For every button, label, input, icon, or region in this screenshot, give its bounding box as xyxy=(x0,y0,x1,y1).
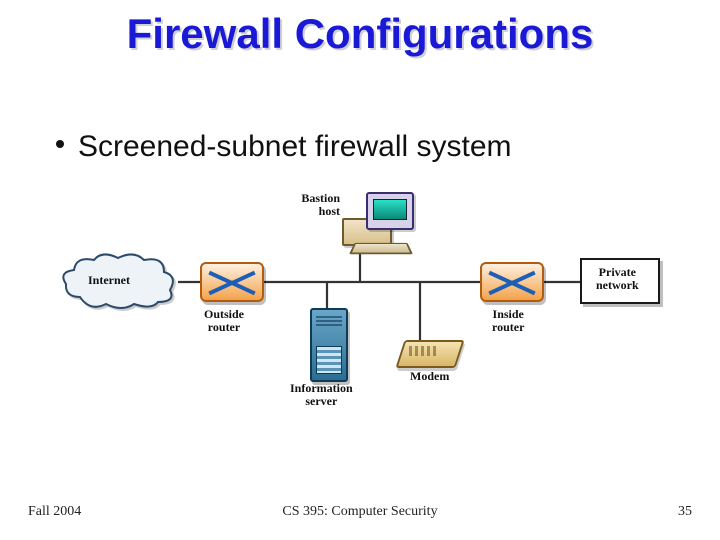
footer-center: CS 395: Computer Security xyxy=(0,504,720,520)
modem-icon xyxy=(395,340,464,368)
internet-label: Internet xyxy=(88,274,130,287)
slide-title: Firewall Configurations xyxy=(0,10,720,58)
info-server-label: Information server xyxy=(290,382,353,408)
slide: Firewall Configurations Screened-subnet … xyxy=(0,0,720,540)
inside-router-icon xyxy=(480,262,544,302)
modem-label: Modem xyxy=(410,370,449,383)
network-diagram: Internet Outside router Bastion host Inf… xyxy=(60,190,660,420)
outside-router-icon xyxy=(200,262,264,302)
bullet-item: Screened-subnet firewall system xyxy=(56,130,512,164)
bastion-monitor-icon xyxy=(366,192,414,230)
outside-router-label: Outside router xyxy=(204,308,244,334)
bullet-text: Screened-subnet firewall system xyxy=(78,130,512,163)
info-server-icon xyxy=(310,308,348,382)
bullet-dot-icon xyxy=(56,140,64,148)
footer-page-number: 35 xyxy=(678,504,692,520)
bastion-keyboard-icon xyxy=(349,243,413,254)
bastion-label: Bastion host xyxy=(300,192,340,218)
inside-router-label: Inside router xyxy=(492,308,524,334)
private-network-label: Private network xyxy=(596,266,639,292)
